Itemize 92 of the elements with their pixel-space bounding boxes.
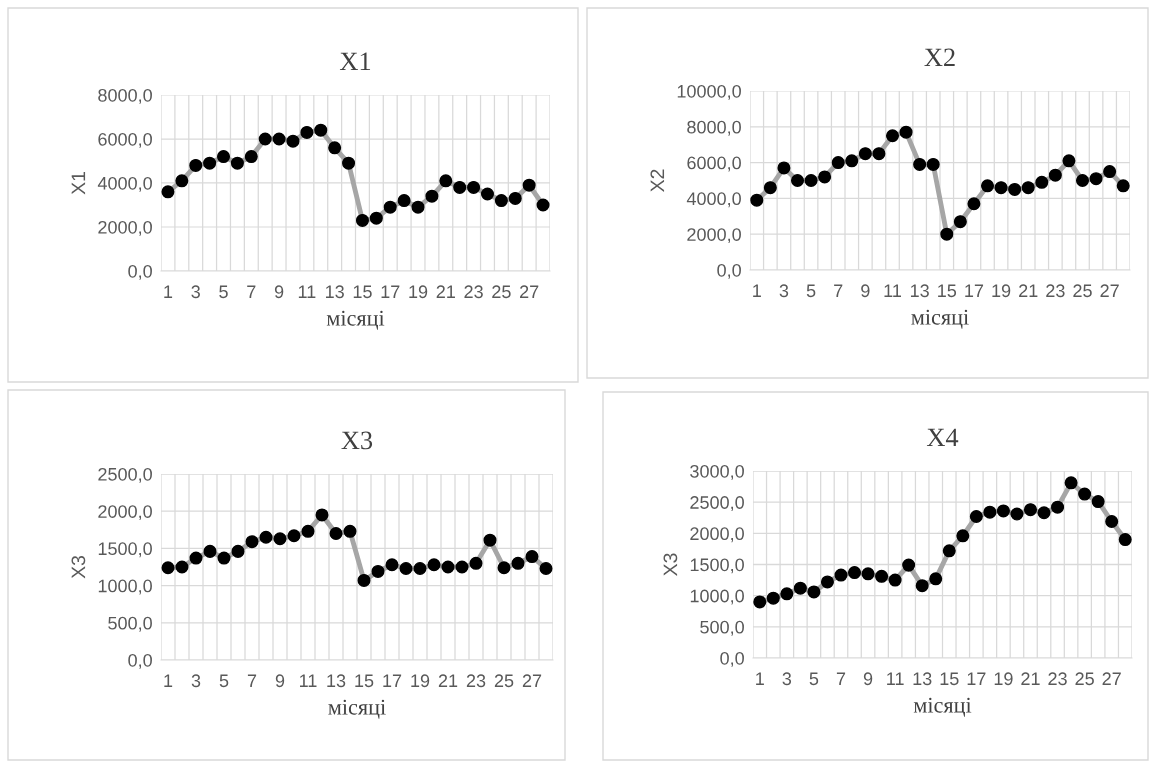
chart-title: X4 — [926, 428, 959, 446]
x-tick-label: 27 — [522, 674, 542, 687]
y-tick-label: 2500,0 — [98, 467, 152, 483]
x-tick-label: 5 — [809, 672, 819, 686]
x-tick-label: 27 — [1102, 672, 1121, 685]
x-tick-label: 19 — [411, 674, 430, 688]
x-tick-label: 15 — [938, 284, 957, 298]
y-tick-label: 8000,0 — [98, 88, 152, 104]
y-tick-label: 0,0 — [128, 653, 152, 669]
x-tick-label: 11 — [887, 672, 904, 685]
y-tick-label: 3000,0 — [690, 464, 744, 480]
x-tick-label: 15 — [353, 285, 372, 299]
x-tick-label: 23 — [1048, 672, 1067, 686]
x-tick-label: 1 — [164, 285, 173, 298]
x-tick-label: 1 — [753, 284, 761, 297]
y-tick-label: 8000,0 — [687, 120, 741, 136]
x-tick-label: 3 — [782, 672, 792, 686]
x-tick-label: 1 — [164, 674, 173, 687]
x-tick-label: 25 — [1075, 672, 1094, 686]
y-axis-title: X3 — [663, 553, 678, 576]
x-tick-label: 27 — [1100, 284, 1119, 297]
x-tick-label: 17 — [383, 674, 402, 687]
x-tick-label: 17 — [381, 285, 400, 298]
y-tick-label: 2000,0 — [687, 228, 741, 244]
chart-title: X2 — [924, 48, 955, 66]
x-tick-label: 21 — [1021, 672, 1040, 685]
y-tick-label: 4000,0 — [97, 176, 152, 192]
x-tick-label: 7 — [247, 285, 256, 298]
y-tick-label: 2000,0 — [690, 527, 744, 543]
x-tick-label: 23 — [464, 285, 483, 299]
x-tick-label: 19 — [992, 284, 1011, 298]
x-axis-title: місяці — [911, 309, 969, 329]
y-tick-label: 0,0 — [717, 263, 741, 279]
x-tick-label: 5 — [806, 284, 816, 298]
x-tick-label: 9 — [275, 674, 285, 688]
chart-title: X3 — [341, 431, 373, 450]
chart-title: X1 — [339, 52, 371, 70]
x-tick-label: 13 — [910, 284, 929, 298]
x-tick-label: 17 — [967, 672, 986, 685]
x-tick-label: 13 — [326, 285, 344, 299]
x-tick-label: 23 — [466, 674, 486, 688]
y-tick-label: 4000,0 — [686, 192, 741, 208]
x-tick-label: 25 — [492, 285, 511, 299]
x-tick-label: 3 — [191, 674, 201, 688]
y-tick-label: 6000,0 — [687, 156, 741, 172]
x-tick-label: 17 — [965, 284, 984, 297]
x-tick-label: 9 — [863, 672, 873, 686]
x-tick-label: 13 — [327, 674, 346, 688]
x-tick-label: 9 — [861, 284, 870, 298]
y-tick-label: 2000,0 — [98, 505, 152, 521]
x-tick-label: 5 — [219, 674, 229, 688]
x-tick-label: 19 — [994, 672, 1013, 686]
x-tick-label: 11 — [300, 674, 317, 687]
y-axis-title: X3 — [71, 555, 86, 579]
x-tick-label: 19 — [409, 285, 428, 299]
x-axis-title: місяці — [328, 699, 386, 719]
y-tick-label: 1000,0 — [98, 579, 152, 595]
x-tick-label: 21 — [436, 285, 455, 298]
y-tick-label: 1500,0 — [690, 558, 744, 574]
y-axis-title: X2 — [650, 169, 665, 192]
x-axis-title: місяці — [326, 310, 385, 330]
x-tick-label: 21 — [1019, 284, 1038, 297]
y-tick-label: 0,0 — [720, 651, 744, 667]
x-tick-label: 11 — [298, 285, 316, 298]
x-tick-label: 11 — [884, 284, 901, 297]
x-tick-label: 21 — [438, 674, 458, 687]
x-tick-label: 23 — [1046, 284, 1065, 298]
y-tick-label: 1000,0 — [690, 589, 744, 605]
x-tick-label: 3 — [779, 284, 789, 298]
x-tick-label: 9 — [274, 285, 284, 299]
y-tick-label: 10000,0 — [677, 84, 741, 100]
y-axis-title: X1 — [71, 172, 86, 195]
x-axis-title: місяці — [913, 697, 972, 717]
x-tick-label: 3 — [191, 285, 200, 299]
x-tick-label: 1 — [756, 672, 764, 685]
y-tick-label: 500,0 — [108, 616, 152, 632]
x-tick-label: 25 — [1073, 284, 1092, 298]
x-tick-label: 25 — [494, 674, 514, 688]
x-tick-label: 5 — [219, 285, 228, 299]
x-tick-label: 7 — [836, 672, 846, 685]
y-tick-label: 500,0 — [700, 620, 744, 636]
x-tick-label: 13 — [913, 672, 932, 686]
y-tick-label: 6000,0 — [98, 132, 152, 148]
x-tick-label: 7 — [247, 674, 257, 687]
y-tick-label: 1500,0 — [98, 542, 152, 558]
x-tick-label: 15 — [355, 674, 374, 688]
y-tick-label: 0,0 — [128, 264, 152, 280]
x-tick-label: 7 — [834, 284, 843, 297]
y-tick-label: 2500,0 — [690, 496, 744, 512]
x-tick-label: 27 — [520, 285, 539, 298]
y-tick-label: 2000,0 — [98, 220, 152, 236]
x-tick-label: 15 — [940, 672, 959, 686]
